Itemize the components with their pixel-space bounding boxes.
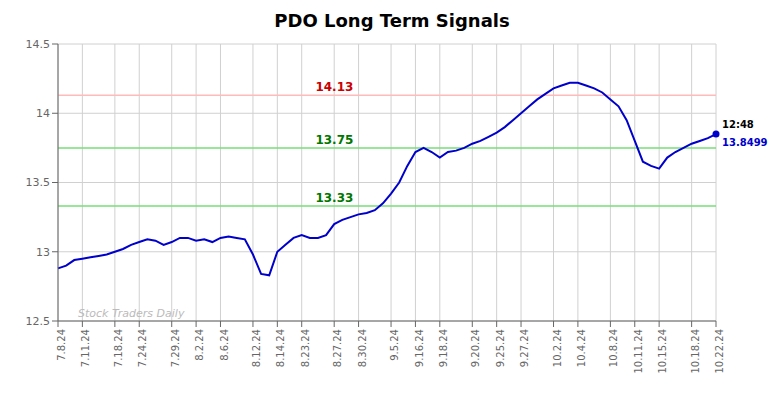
svg-text:7.11.24: 7.11.24	[80, 329, 91, 367]
svg-text:8.14.24: 8.14.24	[275, 329, 286, 367]
svg-text:14.13: 14.13	[315, 80, 353, 94]
svg-text:12:48: 12:48	[722, 119, 754, 130]
svg-text:10.4.24: 10.4.24	[576, 329, 587, 367]
svg-text:14: 14	[36, 107, 50, 120]
svg-text:7.24.24: 7.24.24	[137, 329, 148, 367]
svg-text:10.2.24: 10.2.24	[552, 329, 563, 367]
svg-text:13.8499: 13.8499	[722, 137, 768, 148]
svg-text:10.22.24: 10.22.24	[714, 329, 725, 374]
svg-text:10.11.24: 10.11.24	[633, 329, 644, 374]
svg-text:10.18.24: 10.18.24	[690, 329, 701, 374]
svg-text:9.20.24: 9.20.24	[470, 329, 481, 367]
svg-text:13.75: 13.75	[315, 133, 353, 147]
svg-text:8.2.24: 8.2.24	[194, 329, 205, 361]
svg-text:8.12.24: 8.12.24	[251, 329, 262, 367]
svg-text:8.23.24: 8.23.24	[300, 329, 311, 367]
svg-text:7.29.24: 7.29.24	[170, 329, 181, 367]
html-text:PDO Long Term Signals: PDO Long Term Signals	[274, 10, 510, 31]
svg-text:7.18.24: 7.18.24	[113, 329, 124, 367]
svg-text:13.33: 13.33	[315, 191, 353, 205]
svg-text:7.8.24: 7.8.24	[56, 329, 67, 361]
svg-text:9.16.24: 9.16.24	[414, 329, 425, 367]
svg-text:12.5: 12.5	[26, 315, 51, 328]
svg-text:8.6.24: 8.6.24	[219, 329, 230, 361]
svg-text:9.27.24: 9.27.24	[519, 329, 530, 367]
svg-text:9.5.24: 9.5.24	[389, 329, 400, 361]
svg-text:13: 13	[36, 246, 50, 259]
svg-text:9.18.24: 9.18.24	[438, 329, 449, 367]
svg-text:13.5: 13.5	[26, 176, 51, 189]
svg-text:10.8.24: 10.8.24	[608, 329, 619, 367]
svg-text:8.27.24: 8.27.24	[332, 329, 343, 367]
svg-text:8.30.24: 8.30.24	[357, 329, 368, 367]
svg-text:14.5: 14.5	[26, 38, 51, 51]
svg-text:9.25.24: 9.25.24	[495, 329, 506, 367]
svg-text:10.15.24: 10.15.24	[657, 329, 668, 374]
svg-text:Stock Traders Daily: Stock Traders Daily	[78, 307, 185, 320]
